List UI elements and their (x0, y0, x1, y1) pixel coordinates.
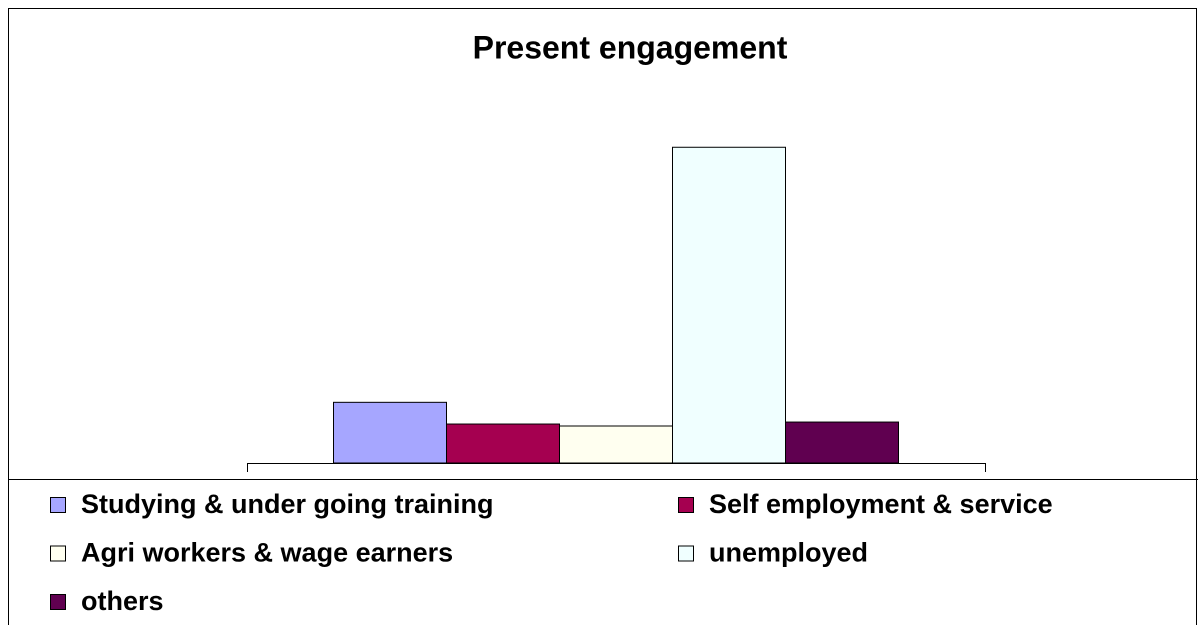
legend-label: unemployed (709, 538, 868, 568)
chart-frame (8, 8, 1197, 625)
legend-swatch (50, 545, 66, 562)
legend-label: Agri workers & wage earners (81, 538, 453, 568)
bar (785, 421, 899, 464)
bar (559, 425, 673, 464)
chart-title: Present engagement (473, 29, 788, 65)
legend-label: others (81, 586, 164, 616)
bar (672, 146, 786, 464)
bar (333, 401, 447, 464)
legend-swatch (50, 594, 66, 610)
legend-swatch (50, 497, 66, 513)
legend-swatch (678, 497, 694, 513)
legend-label: Studying & under going training (81, 489, 493, 519)
legend-swatch (678, 545, 694, 562)
legend-label: Self employment & service (709, 489, 1053, 519)
x-axis (247, 463, 986, 472)
bar (446, 423, 560, 464)
